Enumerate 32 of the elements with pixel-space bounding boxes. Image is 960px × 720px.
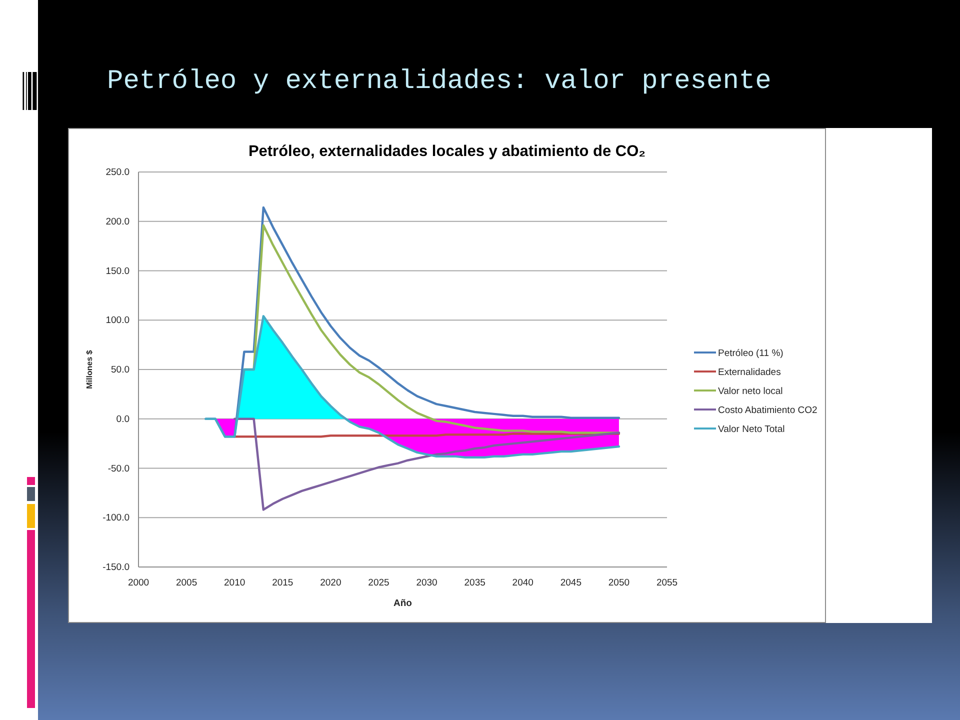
chart-title: Petróleo y externalidades: valor presente <box>107 67 772 97</box>
y-tick-label: 250.0 <box>106 167 130 178</box>
y-tick-label: 200.0 <box>106 216 130 228</box>
x-tick-label: 2005 <box>176 578 198 589</box>
y-tick-label: 100.0 <box>106 315 130 326</box>
x-tick-label: 2010 <box>224 578 246 589</box>
x-tick-label: 2020 <box>320 578 342 589</box>
line-series <box>204 315 620 459</box>
y-tick-label: -100.0 <box>102 512 130 524</box>
x-tick-label: 2025 <box>368 578 390 589</box>
x-tick-label: 2040 <box>512 578 534 589</box>
x-tick-label: 2030 <box>416 578 438 589</box>
y-tick-label: 150.0 <box>106 266 130 277</box>
x-tick-label: 2035 <box>464 578 486 589</box>
line-series <box>233 418 620 511</box>
x-tick-label: 2000 <box>128 578 150 589</box>
y-tick-label: -50.0 <box>108 463 130 474</box>
y-axis-title: Millones $ <box>85 350 94 389</box>
chart-subtitle: Petróleo, externalidades locales y abatimiento de CO₂ <box>248 143 646 160</box>
x-tick-label: 2015 <box>272 578 294 589</box>
x-tick-label: 2045 <box>560 578 582 589</box>
y-tick-label: 0.0 <box>116 414 130 425</box>
x-tick-label: 2050 <box>608 578 630 589</box>
y-tick-label: 50.0 <box>111 364 130 376</box>
x-axis-title: Año <box>394 598 412 609</box>
legend-label: Petróleo (11 %) <box>718 348 784 359</box>
x-tick-label: 2055 <box>656 578 678 589</box>
y-tick-label: -150.0 <box>102 562 130 574</box>
legend-label: Valor neto local <box>718 386 783 397</box>
legend-label: Costo Abatimiento CO2 <box>718 404 818 416</box>
legend-label: Externalidades <box>718 366 782 378</box>
legend-label: Valor Neto Total <box>718 424 785 435</box>
